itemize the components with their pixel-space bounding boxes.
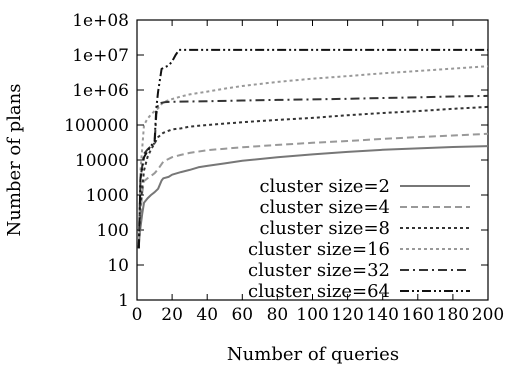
x-tick-label: 200 xyxy=(472,305,504,325)
legend-label: cluster size=8 xyxy=(259,218,390,239)
y-tick-label: 100 xyxy=(97,221,129,241)
x-axis-label: Number of queries xyxy=(227,344,399,365)
y-tick-label: 10000 xyxy=(75,151,129,171)
x-tick-label: 160 xyxy=(402,305,434,325)
legend-label: cluster size=4 xyxy=(259,197,390,218)
x-ticks: 0 20 40 60 80 100 120 140 160 180 200 xyxy=(132,20,504,325)
series-line-2 xyxy=(137,132,489,249)
x-tick-label: 60 xyxy=(231,305,253,325)
legend-label: cluster size=2 xyxy=(259,176,390,197)
x-tick-label: 180 xyxy=(437,305,469,325)
y-tick-label: 1 xyxy=(118,291,129,311)
series-line-4 xyxy=(137,65,489,249)
x-tick-label: 40 xyxy=(196,305,218,325)
legend-label: cluster size=64 xyxy=(248,281,390,302)
x-tick-label: 100 xyxy=(296,305,328,325)
y-tick-label: 1e+07 xyxy=(72,46,129,66)
series-line-6 xyxy=(137,48,488,249)
y-tick-label: 10 xyxy=(107,256,129,276)
y-tick-label: 1e+06 xyxy=(72,81,129,101)
x-tick-label: 80 xyxy=(267,305,289,325)
x-tick-label: 120 xyxy=(331,305,363,325)
series-lines xyxy=(137,48,489,249)
y-tick-label: 100000 xyxy=(64,116,129,136)
y-axis-label: Number of plans xyxy=(4,84,25,237)
legend-label: cluster size=16 xyxy=(248,239,390,260)
y-tick-label: 1000 xyxy=(86,186,129,206)
legend-label: cluster size=32 xyxy=(248,260,390,281)
y-ticks: 1 10 100 1000 10000 100000 1e+06 1e+07 1e+08 xyxy=(64,11,488,311)
x-tick-label: 0 xyxy=(132,305,143,325)
series-line-3 xyxy=(137,105,489,249)
x-tick-label: 20 xyxy=(161,305,183,325)
x-tick-label: 140 xyxy=(366,305,398,325)
y-tick-label: 1e+08 xyxy=(72,11,129,31)
series-line-1 xyxy=(137,145,489,245)
